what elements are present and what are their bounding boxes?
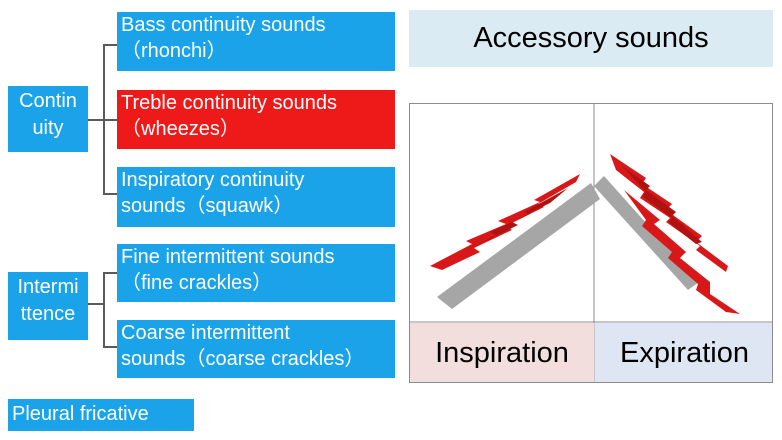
inspiration-label: Inspiration <box>435 337 569 369</box>
sound-squawk-line1: Inspiratory continuity <box>121 169 305 191</box>
sound-fine-crackles-line2: （fine crackles） <box>121 272 273 294</box>
sound-wheezes-line1: Treble continuity sounds <box>121 92 338 114</box>
connector-continuity-mid <box>103 119 117 121</box>
sound-box-squawk: Inspiratory continuity sounds（squawk） <box>117 167 395 227</box>
accessory-sounds-title-text: Accessory sounds <box>473 22 709 54</box>
expiration-spikes-lower <box>624 190 740 314</box>
accessory-sounds-title: Accessory sounds <box>409 10 773 67</box>
connector-continuity-stub <box>88 119 103 121</box>
inspiration-spikes <box>430 174 580 270</box>
respiration-graphic <box>410 104 772 382</box>
sound-box-rhonchi: Bass continuity sounds （rhonchi） <box>117 12 395 71</box>
sound-rhonchi-line2: （rhonchi） <box>121 40 227 62</box>
inspiration-bar <box>437 183 600 309</box>
connector-continuity-top <box>103 44 117 46</box>
accessory-sounds-panel: Inspiration Expiration <box>409 103 773 383</box>
sound-fine-crackles-line1: Fine intermittent sounds <box>121 246 335 268</box>
inspiration-cell: Inspiration <box>410 323 594 382</box>
inspiration-spikes-dark <box>460 188 568 254</box>
connector-intermittence-bottom <box>103 346 117 348</box>
expiration-cell: Expiration <box>595 323 772 382</box>
sound-box-coarse-crackles: Coarse intermittent sounds（coarse crackl… <box>117 320 395 378</box>
sound-coarse-crackles-line2: sounds（coarse crackles） <box>121 348 365 370</box>
category-continuity-label: Contin uity <box>19 90 77 139</box>
sound-coarse-crackles-line1: Coarse intermittent <box>121 322 290 344</box>
expiration-label: Expiration <box>620 337 749 369</box>
category-pleural-fricative: Pleural fricative <box>8 399 194 431</box>
expiration-spikes-dark <box>622 166 702 244</box>
category-intermittence: Intermi ttence <box>8 272 88 340</box>
connector-intermittence-vertical <box>103 272 105 348</box>
sound-wheezes-line2: （wheezes） <box>121 118 240 140</box>
category-intermittence-label: Intermi ttence <box>17 276 79 325</box>
sound-box-wheezes: Treble continuity sounds （wheezes） <box>117 90 395 149</box>
category-pleural-fricative-label: Pleural fricative <box>12 403 149 425</box>
connector-intermittence-top <box>103 272 117 274</box>
sound-rhonchi-line1: Bass continuity sounds <box>121 14 326 36</box>
connector-intermittence-stub <box>88 303 103 305</box>
sound-squawk-line2: sounds（squawk） <box>121 195 294 217</box>
connector-continuity-bottom <box>103 193 117 195</box>
category-continuity: Contin uity <box>8 86 88 152</box>
sound-box-fine-crackles: Fine intermittent sounds （fine crackles） <box>117 244 395 302</box>
